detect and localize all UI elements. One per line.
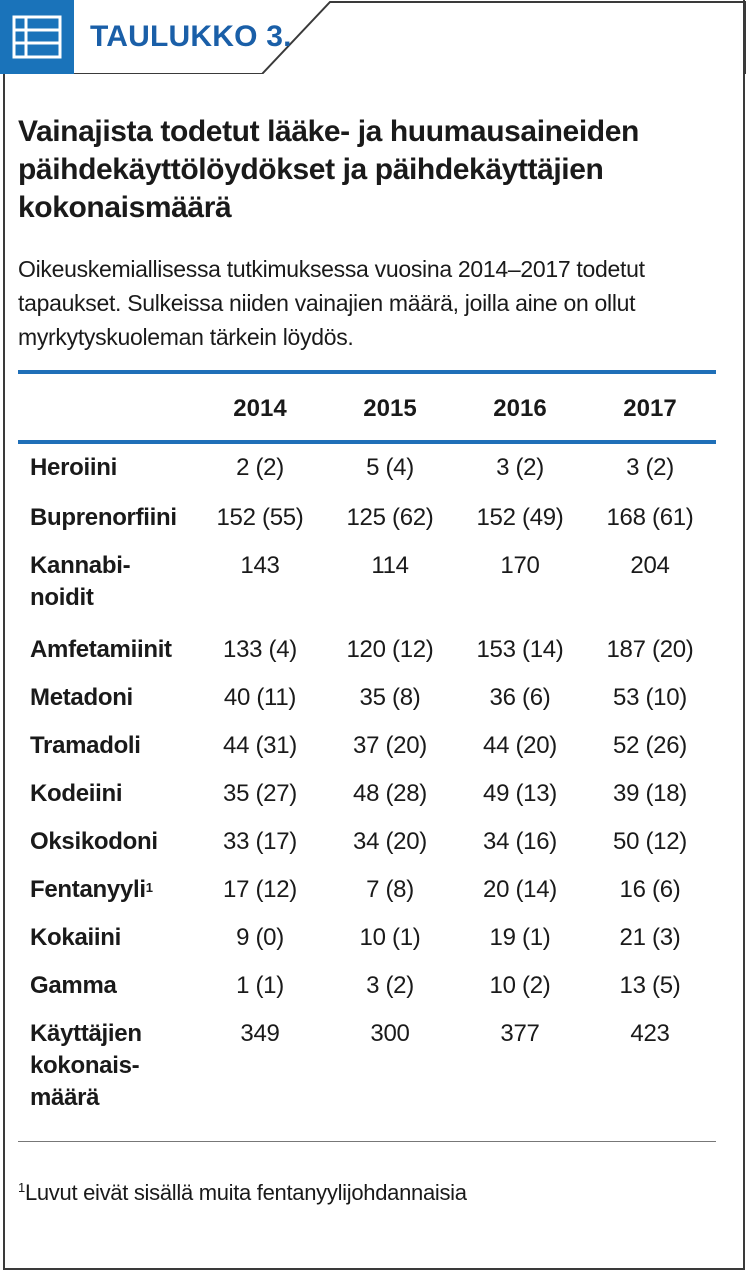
row-label-text: kokonais- (30, 1052, 140, 1079)
table-cell: 33 (17) (223, 828, 297, 855)
row-label: Kannabi- (30, 550, 131, 582)
table-cell: 349 (240, 1020, 280, 1047)
table-cell: 168 (61) (606, 504, 694, 531)
table-cell: 170 (500, 552, 540, 579)
table-cell: 10 (1) (359, 924, 421, 951)
table-number-label: TAULUKKO 3. (90, 20, 292, 53)
column-header-2016: 2016 (493, 395, 547, 422)
table-cell: 300 (370, 1020, 410, 1047)
row-label-text: Fentanyyli (30, 876, 146, 903)
table-cell: 19 (1) (489, 924, 551, 951)
page-subtitle: Oikeuskemiallisessa tutkimuksessa vuosin… (18, 256, 645, 350)
table-cell: 34 (20) (353, 828, 427, 855)
table-cell: 423 (630, 1020, 670, 1047)
row-label: Metadoni (30, 682, 133, 714)
table-cell: 40 (11) (223, 684, 297, 711)
table-cell: 152 (55) (216, 504, 304, 531)
column-header-2015: 2015 (363, 395, 417, 422)
row-label-text: määrä (30, 1084, 100, 1111)
row-label-text: Buprenorfiini (30, 504, 177, 531)
row-label-text: Kannabi- (30, 552, 131, 579)
table-cell: 35 (27) (223, 780, 297, 807)
table-cell: 125 (62) (346, 504, 434, 531)
table-cell: 3 (2) (366, 972, 414, 999)
table-header-rule (18, 440, 716, 444)
row-label: Tramadoli (30, 730, 141, 762)
table-cell: 48 (28) (353, 780, 427, 807)
row-label-text: noidit (30, 584, 94, 611)
table-cell: 52 (26) (613, 732, 687, 759)
table-cell: 10 (2) (489, 972, 551, 999)
table-cell: 20 (14) (483, 876, 557, 903)
table-cell: 204 (630, 552, 670, 579)
table-cell: 152 (49) (476, 504, 564, 531)
tab-outline (74, 1, 746, 74)
table-cell: 44 (20) (483, 732, 557, 759)
row-label-text: Kodeiini (30, 780, 123, 807)
table-cell: 50 (12) (613, 828, 687, 855)
table-cell: 17 (12) (223, 876, 297, 903)
table-cell: 36 (6) (489, 684, 551, 711)
table-cell: 3 (2) (626, 454, 674, 481)
footnote-marker: 1 (18, 1180, 25, 1195)
column-header-2017: 2017 (623, 395, 677, 422)
table-cell: 153 (14) (476, 636, 564, 663)
row-label: kokonais- (30, 1050, 140, 1082)
row-label-text: Metadoni (30, 684, 133, 711)
table-cell: 35 (8) (359, 684, 421, 711)
table-cell: 187 (20) (606, 636, 694, 663)
row-label-text: Gamma (30, 972, 117, 999)
table-cell: 143 (240, 552, 280, 579)
table-cell: 13 (5) (619, 972, 681, 999)
row-label: määrä (30, 1082, 100, 1114)
table-cell: 53 (10) (613, 684, 687, 711)
footnote-ref: 1 (145, 880, 153, 895)
table-cell: 377 (500, 1020, 540, 1047)
row-label: Fentanyyli1 (30, 874, 153, 906)
table-header-tab: TAULUKKO 3. (0, 0, 749, 74)
row-label: Käyttäjien (30, 1018, 142, 1050)
row-label: noidit (30, 582, 94, 614)
column-header-2014: 2014 (233, 395, 287, 422)
table-cell: 34 (16) (483, 828, 557, 855)
table-cell: 16 (6) (619, 876, 681, 903)
table-bottom-rule (18, 1141, 716, 1142)
row-label: Heroiini (30, 452, 117, 484)
row-label-text: Kokaiini (30, 924, 121, 951)
table-cell: 114 (371, 552, 409, 579)
table-cell: 39 (18) (613, 780, 687, 807)
table-cell: 133 (4) (223, 636, 297, 663)
table-cell: 5 (4) (366, 454, 414, 481)
footnote-text: Luvut eivät sisällä muita fentanyylijohd… (24, 1180, 467, 1205)
row-label: Oksikodoni (30, 826, 158, 858)
row-label: Kodeiini (30, 778, 123, 810)
table-cell: 3 (2) (496, 454, 544, 481)
table-cell: 44 (31) (223, 732, 297, 759)
table-cell: 2 (2) (236, 454, 284, 481)
row-label-text: Käyttäjien (30, 1020, 142, 1047)
table-top-rule (18, 370, 716, 374)
table-cell: 7 (8) (366, 876, 414, 903)
row-label-text: Tramadoli (30, 732, 141, 759)
page-title: Vainajista todetut lääke- ja huumausaine… (18, 115, 639, 224)
table-cell: 21 (3) (619, 924, 681, 951)
row-label: Buprenorfiini (30, 502, 177, 534)
row-label-text: Heroiini (30, 454, 117, 481)
table-frame (3, 0, 745, 1270)
row-label: Amfetamiinit (30, 634, 172, 666)
footnote: 1Luvut eivät sisällä muita fentanyylijoh… (18, 1180, 467, 1206)
table-cell: 49 (13) (483, 780, 557, 807)
row-label-text: Amfetamiinit (30, 636, 172, 663)
table-cell: 1 (1) (236, 972, 284, 999)
row-label: Gamma (30, 970, 117, 1002)
table-cell: 9 (0) (236, 924, 284, 951)
table-cell: 120 (12) (346, 636, 434, 663)
row-label-text: Oksikodoni (30, 828, 158, 855)
table-list-icon (0, 0, 74, 74)
row-label: Kokaiini (30, 922, 121, 954)
table-cell: 37 (20) (353, 732, 427, 759)
